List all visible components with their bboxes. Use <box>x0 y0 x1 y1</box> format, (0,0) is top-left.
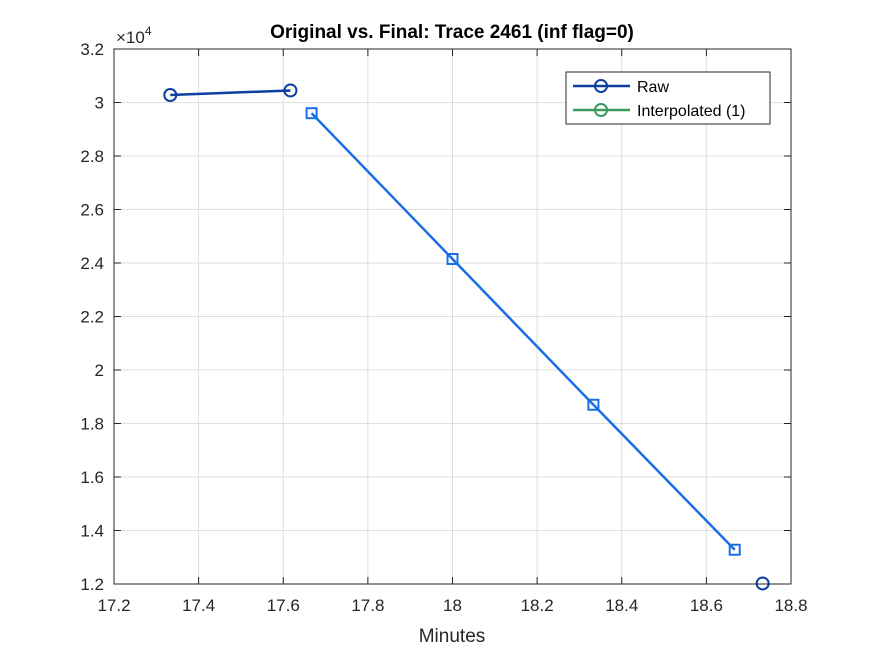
data-point-square <box>728 543 741 556</box>
x-tick-labels: 17.2 17.4 17.6 17.8 18 18.2 18.4 18.6 18.8 <box>97 596 807 615</box>
series-line <box>310 112 736 551</box>
x-tick-label: 17.8 <box>351 596 384 615</box>
y-exponent-power: 4 <box>145 24 152 38</box>
series-2 <box>305 107 741 556</box>
legend-label-interpolated: Interpolated (1) <box>637 103 746 120</box>
x-tick-label: 17.2 <box>97 596 130 615</box>
chart-title: Original vs. Final: Trace 2461 (inf flag… <box>270 22 634 43</box>
x-tick-label: 18.8 <box>774 596 807 615</box>
data-point-circle <box>755 576 770 591</box>
x-tick-label: 18 <box>443 596 462 615</box>
axes <box>113 48 792 585</box>
legend-marker-interpolated <box>594 103 608 117</box>
x-tick-label: 17.4 <box>182 596 215 615</box>
series-line <box>170 89 291 97</box>
legend-label-raw: Raw <box>637 79 669 96</box>
y-tick-label: 2.2 <box>80 308 104 327</box>
data-point-circle <box>283 83 298 98</box>
y-tick-label: 2 <box>95 361 104 380</box>
y-tick-label: 1.8 <box>80 415 104 434</box>
y-tick-label: 1.2 <box>80 575 104 594</box>
legend: Raw Interpolated (1) <box>565 71 771 125</box>
series-layer <box>163 83 770 591</box>
x-tick-label: 18.4 <box>605 596 638 615</box>
grid <box>114 49 791 584</box>
x-tick-label: 18.6 <box>690 596 723 615</box>
y-exponent-base: ×10 <box>116 28 145 47</box>
x-tick-label: 17.6 <box>267 596 300 615</box>
series-0 <box>163 83 770 591</box>
data-point-square <box>587 398 600 411</box>
y-tick-labels: 1.2 1.4 1.6 1.8 2 2.2 2.4 2.6 2.8 3 3.2 <box>80 40 104 594</box>
y-exponent-label: ×104 <box>116 24 152 47</box>
data-point-circle <box>163 88 178 103</box>
legend-marker-raw <box>594 79 608 93</box>
data-point-square <box>305 107 318 120</box>
legend-item-interpolated: Interpolated (1) <box>573 103 746 120</box>
y-tick-label: 2.4 <box>80 254 104 273</box>
y-tick-label: 1.6 <box>80 468 104 487</box>
y-tick-label: 3.2 <box>80 40 104 59</box>
y-tick-label: 2.6 <box>80 201 104 220</box>
legend-item-raw: Raw <box>573 79 669 96</box>
y-tick-label: 3 <box>95 94 104 113</box>
data-point-square <box>446 252 459 265</box>
y-tick-label: 2.8 <box>80 147 104 166</box>
y-tick-label: 1.4 <box>80 522 104 541</box>
x-axis-title: Minutes <box>419 626 486 647</box>
x-tick-label: 18.2 <box>521 596 554 615</box>
